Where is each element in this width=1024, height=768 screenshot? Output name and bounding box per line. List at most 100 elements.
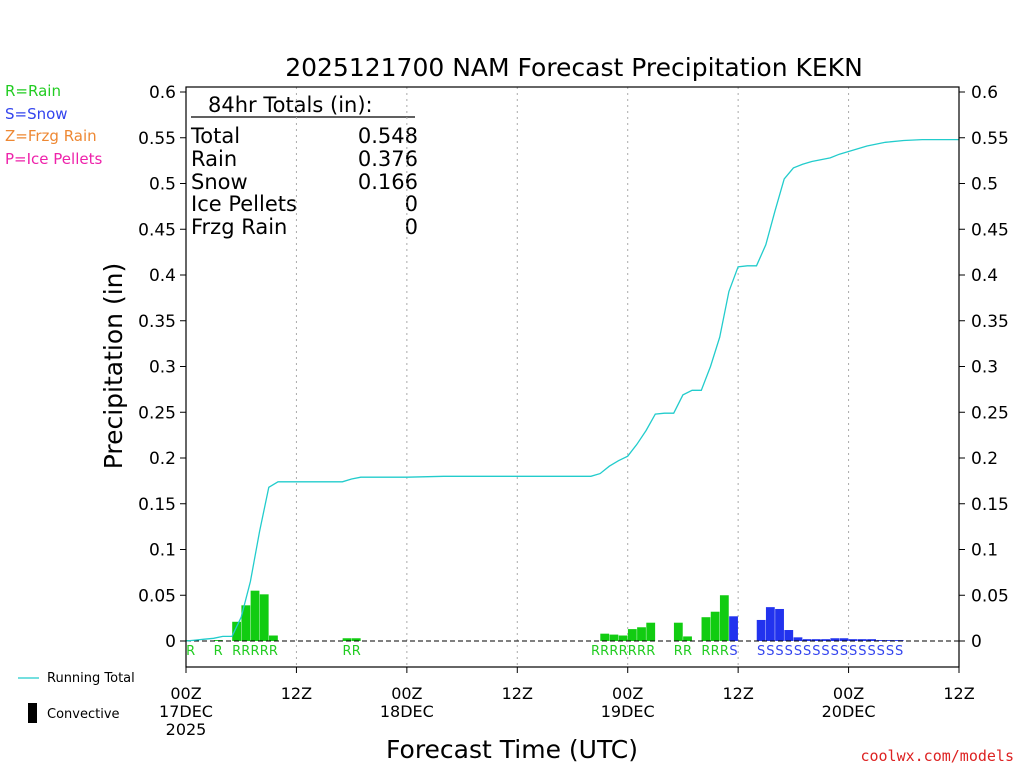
precip-type-marker: S: [867, 644, 875, 659]
totals-value-total: 0.548: [358, 124, 418, 148]
y-tick-label-right: 0.5: [971, 175, 998, 195]
tick-layer: 0 00.05 0.050.1 0.10.15 0.150.2 0.20.25 0.250.…: [138, 83, 1009, 739]
totals-label-ice-pellets: Ice Pellets: [191, 192, 297, 216]
rain-bar: [600, 633, 610, 641]
y-tick-label-right: 0.55: [971, 129, 1009, 149]
y-tick-label-left: 0.55: [138, 129, 176, 149]
totals-label-snow: Snow: [191, 170, 248, 194]
precip-type-marker: R: [214, 644, 223, 659]
y-tick-label-right: 0.6: [971, 83, 998, 103]
precip-type-legend: R=Rain S=Snow Z=Frzg Rain P=Ice Pellets: [5, 82, 102, 168]
snow-bar: [729, 616, 738, 641]
y-tick-label-right: 0.45: [971, 220, 1009, 240]
y-tick-label-right: 0.2: [971, 449, 998, 469]
precip-type-marker: R: [711, 644, 720, 659]
rain-bar: [627, 629, 637, 641]
snow-bar: [857, 639, 867, 641]
legend-ice-pellets: P=Ice Pellets: [5, 150, 102, 168]
rain-bar: [342, 638, 352, 641]
legend-freezing-rain: Z=Frzg Rain: [5, 127, 97, 145]
precip-type-marker: R: [646, 644, 655, 659]
y-tick-label-left: 0.1: [149, 541, 176, 561]
grid-layer: [295, 87, 850, 667]
precip-type-marker: S: [821, 644, 829, 659]
snow-bar: [765, 607, 775, 641]
precip-type-marker: R: [701, 644, 710, 659]
y-tick-label-left: 0.15: [138, 495, 176, 515]
rain-bar: [683, 636, 692, 641]
rain-bar: [637, 627, 646, 641]
x-tick-label: 00Z: [170, 684, 201, 703]
bar-layer: [186, 590, 904, 641]
snow-bar: [802, 639, 812, 641]
y-tick-label-right: 0.25: [971, 403, 1009, 423]
precip-type-marker: S: [886, 644, 894, 659]
totals-box: 84hr Totals (in): Total 0.548 Rain 0.376…: [190, 93, 418, 239]
snow-bar: [830, 638, 840, 641]
precip-type-marker: R: [619, 644, 628, 659]
rain-bar: [646, 622, 656, 641]
totals-value-snow: 0.166: [358, 170, 418, 194]
x-tick-label: 12Z: [722, 684, 753, 703]
y-axis-label: Precipitation (in): [99, 263, 128, 470]
totals-label-freezing-rain: Frzg Rain: [191, 215, 287, 239]
running-total-legend-label: Running Total: [47, 671, 135, 686]
y-tick-label-left: 0.4: [149, 266, 176, 286]
precip-type-marker: R: [269, 644, 278, 659]
snow-bar: [885, 640, 895, 641]
snow-bar: [756, 619, 766, 641]
y-tick-label-right: 0.4: [971, 266, 998, 286]
precip-type-marker: R: [600, 644, 609, 659]
snow-bar: [793, 637, 803, 641]
snow-bar: [784, 630, 794, 641]
precip-type-marker: S: [775, 644, 783, 659]
plot-frame: [185, 86, 960, 668]
precip-type-marker: R: [720, 644, 729, 659]
snow-bar: [775, 608, 784, 641]
y-tick-label-left: 0.6: [149, 83, 176, 103]
y-tick-label-left: 0.5: [149, 175, 176, 195]
rain-bar: [250, 590, 260, 641]
snow-bar: [867, 639, 876, 641]
precip-type-marker: R: [637, 644, 646, 659]
precip-type-marker: S: [858, 644, 866, 659]
rain-bar: [269, 635, 278, 641]
precip-type-marker: S: [729, 644, 737, 659]
line-layer: [185, 138, 959, 642]
precip-type-marker: R: [241, 644, 250, 659]
totals-header: 84hr Totals (in):: [208, 93, 373, 117]
x-tick-label: 00Z: [391, 684, 422, 703]
snow-bar: [839, 638, 849, 641]
y-tick-label-right: 0.3: [971, 358, 998, 378]
y-tick-label-left: 0.45: [138, 220, 176, 240]
x-tick-label: 12Z: [943, 684, 974, 703]
precip-type-marker: S: [785, 644, 793, 659]
y-tick-label-left: 0.2: [149, 449, 176, 469]
precip-type-marker: R: [683, 644, 692, 659]
x-tick-label: 12Z: [281, 684, 312, 703]
precip-type-marker: S: [757, 644, 765, 659]
precip-type-marker: R: [591, 644, 600, 659]
y-tick-label-left: 0.05: [138, 586, 176, 606]
snow-bar: [876, 640, 886, 641]
y-tick-label-right: 0.15: [971, 495, 1009, 515]
rain-bar: [609, 634, 619, 641]
y-tick-label-right: 0.35: [971, 312, 1009, 332]
rain-bar: [618, 635, 628, 641]
rain-bar: [241, 605, 251, 641]
precip-type-marker: S: [766, 644, 774, 659]
x-tick-label: 20DEC: [822, 702, 876, 721]
rain-bar: [710, 611, 720, 641]
rain-bar: [701, 617, 711, 641]
convective-legend-swatch: [28, 703, 37, 723]
precip-type-marker: R: [232, 644, 241, 659]
y-tick-label-left: 0.35: [138, 312, 176, 332]
snow-bar: [821, 639, 830, 641]
snow-bar: [848, 639, 858, 641]
y-tick-label-left: 0.25: [138, 403, 176, 423]
totals-value-freezing-rain: 0: [405, 215, 418, 239]
precip-type-marker: R: [352, 644, 361, 659]
precip-type-marker: S: [794, 644, 802, 659]
